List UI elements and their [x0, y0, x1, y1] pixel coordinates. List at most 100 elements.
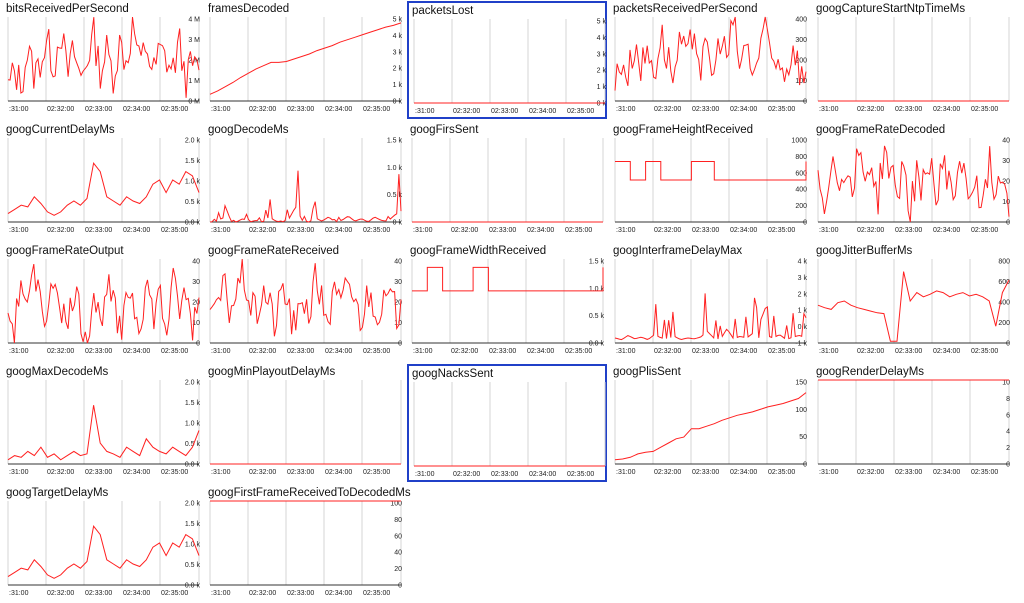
- chart-panel-googRenderDelayMs[interactable]: 10 8 6 4 2 0:31:00 02:32:00 02:33:00 02:34:00 02:…: [813, 364, 1013, 482]
- chart-title: googNacksSent: [412, 368, 494, 380]
- y-tick-label: 80: [394, 517, 402, 524]
- chart-panel-googFrameRateOutput[interactable]: 40 30 20 10 0:31:00 02:32:00 02:33:00 02:34:00 0…: [3, 243, 203, 361]
- y-tick-label: 100: [390, 501, 402, 508]
- chart-svg: 40 30 20 10 0:31:00 02:32:00 02:33:00 02:34:00 0…: [7, 259, 200, 355]
- x-tick-label: :31:00: [616, 469, 636, 476]
- chart-panel-googFrameRateReceived[interactable]: 40 30 20 10 0:31:00 02:32:00 02:33:00 02:34:00 0…: [205, 243, 405, 361]
- x-tick-label: 02:33:00: [287, 348, 314, 355]
- y-tick-label: 1.5 k: [185, 158, 201, 165]
- chart-title: framesDecoded: [208, 3, 290, 15]
- chart-panel-googFirstFrameReceivedToDecodedMs[interactable]: 100 80 60 40 20 0:31:00 02:32:00 02:33:00 02:34:…: [205, 485, 411, 603]
- x-tick-label: 02:34:00: [123, 227, 150, 234]
- y-tick-label: 4 M: [188, 17, 200, 24]
- chart-panel-packetsReceivedPerSecond[interactable]: 400 300 200 100 0:31:00 02:32:00 02:33:00 02:34…: [610, 1, 810, 119]
- y-tick-label: 0.5 k: [185, 199, 201, 206]
- x-tick-label: 02:33:00: [692, 469, 719, 476]
- x-tick-label: 02:33:00: [489, 227, 516, 234]
- y-tick-label: -1 k: [795, 341, 807, 348]
- x-tick-label: 02:33:00: [85, 348, 112, 355]
- chart-panel-googDecodeMs[interactable]: 1.5 k 1.0 k 0.5 k 0 k:31:00 02:32:00 02:33:00…: [205, 122, 405, 240]
- chart-panel-googPlisSent[interactable]: 150 100 50 0:31:00 02:32:00 02:33:00 02:34:00 0…: [610, 364, 810, 482]
- x-tick-label: 02:33:00: [692, 106, 719, 113]
- y-tick-label: 2.0 k: [185, 138, 201, 145]
- x-tick-label: :31:00: [9, 106, 29, 113]
- chart-panel-googFrameHeightReceived[interactable]: 1000 800 600 400 200 0:31:00 02:32:00 02:33:00 0…: [610, 122, 810, 240]
- x-tick-label: 02:33:00: [85, 227, 112, 234]
- x-tick-label: 02:35:00: [565, 227, 592, 234]
- x-tick-label: 02:33:00: [895, 348, 922, 355]
- x-tick-label: 02:34:00: [527, 348, 554, 355]
- x-tick-label: 02:34:00: [730, 348, 757, 355]
- series-line: [209, 22, 402, 95]
- x-tick-label: 02:32:00: [47, 106, 74, 113]
- series-line: [7, 264, 200, 344]
- chart-panel-googFirsSent[interactable]: :31:00 02:32:00 02:33:00 02:34:00 02:35:00 go…: [407, 122, 607, 240]
- x-tick-label: 02:34:00: [933, 106, 960, 113]
- chart-svg: 4 M 3 M 2 M 1 M 0 M:31:00 02:32:00 02:33:00 02:…: [7, 16, 200, 113]
- chart-svg: 100 80 60 40 20 0:31:00 02:32:00 02:33:00 02:34:…: [209, 500, 402, 597]
- x-tick-label: 02:33:00: [85, 590, 112, 597]
- series-line: [615, 161, 807, 181]
- chart-panel-googNacksSent[interactable]: :31:00 02:32:00 02:33:00 02:34:00 02:35:00 go…: [407, 364, 607, 482]
- x-tick-label: :31:00: [415, 108, 435, 115]
- chart-panel-googTargetDelayMs[interactable]: 2.0 k 1.5 k 1.0 k 0.5 k 0.0 k:31:00 02:32:00 0…: [3, 485, 203, 603]
- chart-panel-packetsLost[interactable]: 5 k 4 k 3 k 2 k 1 k 0 k:31:00 02:32:00 02:33:00…: [407, 1, 607, 119]
- series-line: [7, 16, 200, 98]
- chart-panel-googFrameWidthReceived[interactable]: 1.5 k 1.0 k 0.5 k 0.0 k:31:00 02:32:00 02:33:…: [407, 243, 607, 361]
- chart-panel-googCaptureStartNtpTimeMs[interactable]: :31:00 02:32:00 02:33:00 02:34:00 02:35:00 go…: [813, 1, 1013, 119]
- chart-svg: 2.0 k 1.5 k 1.0 k 0.5 k 0.0 k:31:00 02:32:00 0…: [7, 138, 201, 234]
- y-tick-label: 1.0 k: [387, 165, 403, 172]
- x-tick-label: 02:35:00: [567, 108, 594, 115]
- chart-panel-googMinPlayoutDelayMs[interactable]: :31:00 02:32:00 02:33:00 02:34:00 02:35:00 go…: [205, 364, 405, 482]
- y-tick-label: 0: [196, 341, 200, 348]
- chart-panel-googMaxDecodeMs[interactable]: 2.0 k 1.5 k 1.0 k 0.5 k 0.0 k:31:00 02:32:00 0…: [3, 364, 203, 482]
- y-tick-label: 0.5 k: [185, 562, 201, 569]
- y-tick-label: 0 k: [597, 101, 607, 108]
- y-tick-label: 0: [1006, 462, 1010, 469]
- y-tick-label: 200: [998, 320, 1010, 327]
- x-tick-label: 02:34:00: [933, 227, 960, 234]
- series-line: [614, 392, 807, 461]
- y-tick-label: 0.5 k: [185, 441, 201, 448]
- chart-panel-framesDecoded[interactable]: 5 k 4 k 3 k 2 k 1 k 0 k:31:00 02:32:00 02:33:00…: [205, 1, 405, 119]
- chart-svg: 2.0 k 1.5 k 1.0 k 0.5 k 0.0 k:31:00 02:32:00 0…: [7, 501, 201, 597]
- chart-panel-googFrameRateDecoded[interactable]: 40 30 20 10 0:31:00 02:32:00 02:33:00 02:34:00 0…: [813, 122, 1013, 240]
- chart-svg: 10 8 6 4 2 0:31:00 02:32:00 02:33:00 02:34:00 02:…: [817, 379, 1010, 476]
- x-tick-label: 02:32:00: [249, 469, 276, 476]
- y-tick-label: 2 k: [393, 66, 403, 73]
- y-tick-label: 1 k: [393, 82, 403, 89]
- x-tick-label: :31:00: [819, 106, 839, 113]
- x-tick-label: :31:00: [413, 348, 433, 355]
- chart-title: googCaptureStartNtpTimeMs: [816, 3, 966, 15]
- y-tick-label: 0: [803, 99, 807, 106]
- x-tick-label: 02:33:00: [287, 227, 314, 234]
- y-tick-label: 20: [192, 300, 200, 307]
- x-tick-label: :31:00: [819, 348, 839, 355]
- y-tick-label: 40: [192, 259, 200, 266]
- x-tick-label: :31:00: [211, 590, 231, 597]
- x-tick-label: 02:35:00: [363, 590, 390, 597]
- y-tick-label: 1000: [791, 138, 807, 145]
- chart-panel-googCurrentDelayMs[interactable]: 2.0 k 1.5 k 1.0 k 0.5 k 0.0 k:31:00 02:32:00 0…: [3, 122, 203, 240]
- y-tick-label: 1.5 k: [387, 138, 403, 145]
- x-tick-label: 02:34:00: [730, 469, 757, 476]
- chart-title: googFirsSent: [410, 124, 479, 136]
- y-tick-label: 4: [1006, 429, 1010, 436]
- chart-title: googTargetDelayMs: [6, 487, 109, 499]
- x-tick-label: 02:34:00: [529, 108, 556, 115]
- x-tick-label: 02:35:00: [971, 227, 998, 234]
- chart-panel-bitsReceivedPerSecond[interactable]: 4 M 3 M 2 M 1 M 0 M:31:00 02:32:00 02:33:00 02:…: [3, 1, 203, 119]
- x-tick-label: :31:00: [819, 469, 839, 476]
- chart-svg: 1.5 k 1.0 k 0.5 k 0 k:31:00 02:32:00 02:33:00…: [209, 138, 403, 234]
- x-tick-label: 02:35:00: [971, 469, 998, 476]
- series-line: [614, 293, 807, 341]
- y-tick-label: 0.5 k: [589, 313, 605, 320]
- chart-title: googDecodeMs: [208, 124, 289, 136]
- y-tick-label: 600: [998, 279, 1010, 286]
- x-tick-label: 02:35:00: [161, 227, 188, 234]
- chart-panel-googJitterBufferMs[interactable]: 800 600 400 200 0:31:00 02:32:00 02:33:00 02:34…: [813, 243, 1013, 361]
- chart-title: googRenderDelayMs: [816, 366, 925, 378]
- chart-title: googFrameRateReceived: [208, 245, 340, 257]
- y-tick-label: 600: [795, 170, 807, 177]
